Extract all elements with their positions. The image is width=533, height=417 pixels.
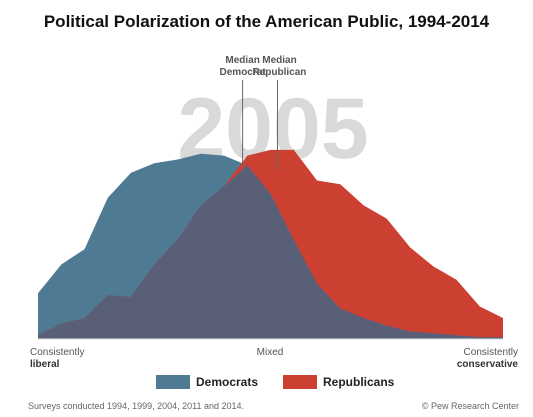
legend-label-democrats: Democrats <box>196 375 259 389</box>
x-tick-label-conservative-line1: Consistently <box>463 347 518 358</box>
legend-item-republicans[interactable]: Republicans <box>283 374 394 390</box>
median-republican-label-2: Republican <box>253 67 307 78</box>
footer-source: © Pew Research Center <box>421 401 519 411</box>
median-democrat-label-2: Democrat <box>220 67 267 78</box>
x-tick-label-liberal: Consistently liberal <box>30 347 84 371</box>
legend: Democrats Republicans <box>0 374 533 394</box>
legend-swatch-republicans <box>283 375 317 389</box>
x-tick-label-conservative-line2: conservative <box>456 359 518 370</box>
series-area-overlap <box>38 165 503 339</box>
legend-item-democrats[interactable]: Democrats <box>156 374 258 390</box>
legend-label-republicans: Republicans <box>323 375 395 389</box>
x-tick-label-liberal-line1: Consistently <box>30 347 85 358</box>
x-tick-label-liberal-line2: liberal <box>30 359 60 370</box>
median-democrat-label: Median <box>225 55 259 66</box>
footer-note: Surveys conducted 1994, 1999, 2004, 2011… <box>28 401 245 411</box>
x-tick-label-conservative: Consistently conservative <box>410 347 518 371</box>
chart-title: Political Polarization of the American P… <box>43 12 490 31</box>
x-tick-label-mixed: Mixed <box>256 347 284 358</box>
median-layer: Median Democrat Median Republican <box>220 55 307 175</box>
legend-swatch-democrats <box>156 375 190 389</box>
median-republican-label: Median <box>262 55 296 66</box>
series-layer <box>38 149 503 339</box>
